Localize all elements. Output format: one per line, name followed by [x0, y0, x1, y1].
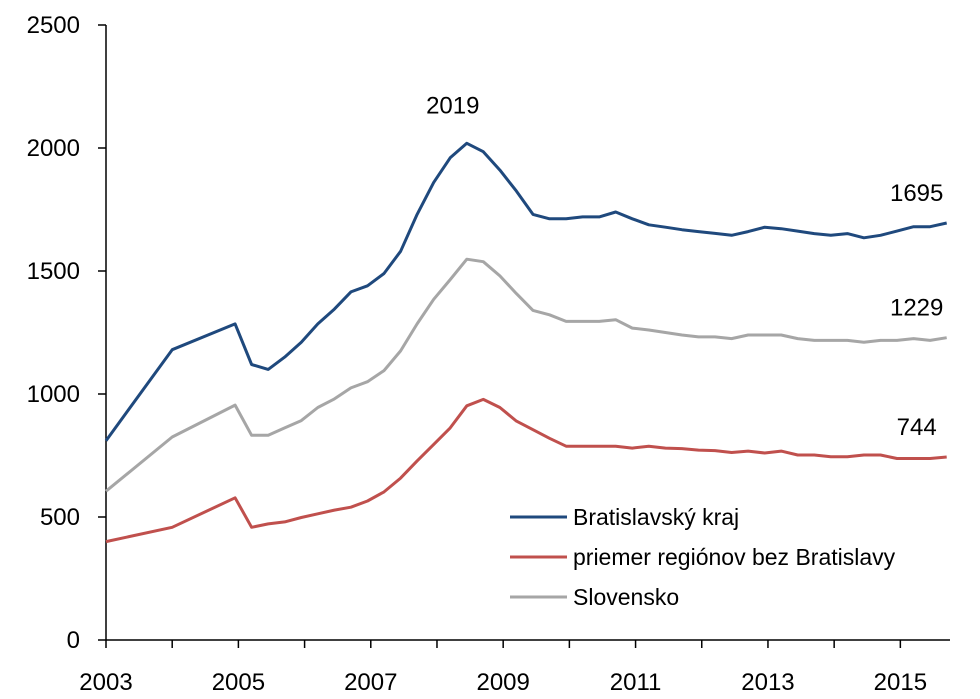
x-tick-label: 2013 [741, 669, 794, 696]
end-value-label: 744 [897, 414, 937, 441]
y-axis: 0 500 1000 1500 2000 2500 [27, 12, 107, 654]
y-tick-label: 1500 [27, 258, 80, 285]
peak-annotation: 2019 [426, 92, 479, 119]
x-axis: 2003 2005 2007 2009 2011 2013 2015 [79, 639, 950, 696]
end-value-label: 1229 [890, 295, 943, 322]
y-tick-label: 2000 [27, 135, 80, 162]
series-line-3 [105, 257, 947, 493]
y-tick-label: 1000 [27, 381, 80, 408]
x-tick-label: 2003 [79, 669, 132, 696]
legend: Bratislavský kraj priemer regiónov bez Br… [510, 504, 896, 610]
y-tick-label: 500 [40, 504, 80, 531]
x-tick-label: 2007 [344, 669, 397, 696]
x-tick-label: 2005 [212, 669, 265, 696]
series-lines [104, 141, 948, 544]
y-tick-label: 2500 [27, 12, 80, 39]
y-tick-label: 0 [67, 627, 80, 654]
series-line-2 [105, 397, 947, 544]
x-tick-label: 2015 [874, 669, 927, 696]
end-value-label: 1695 [890, 180, 943, 207]
legend-label: priemer regiónov bez Bratislavy [573, 544, 896, 570]
x-tick-label: 2009 [476, 669, 529, 696]
data-labels: 1695 744 1229 2019 [426, 92, 943, 441]
legend-label: Bratislavský kraj [573, 504, 739, 530]
series-line-1 [104, 141, 948, 442]
x-tick-label: 2011 [610, 669, 662, 696]
legend-label: Slovensko [573, 584, 679, 610]
